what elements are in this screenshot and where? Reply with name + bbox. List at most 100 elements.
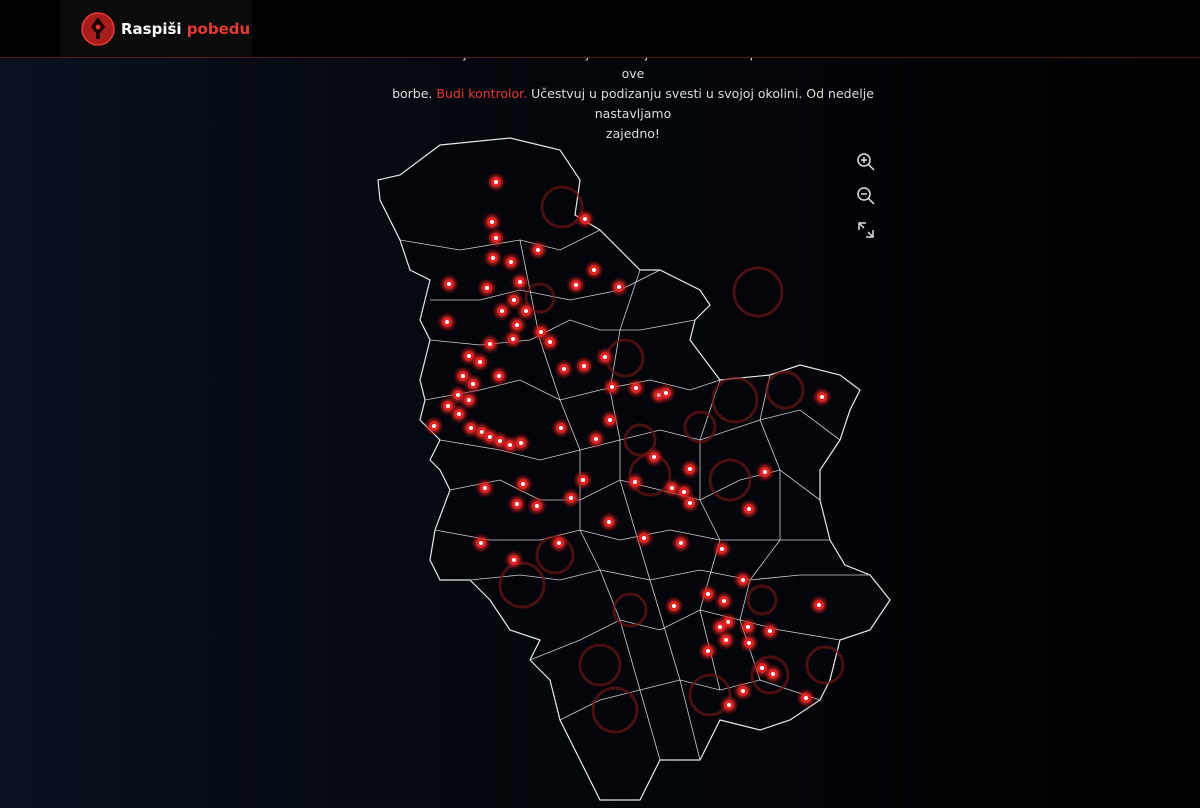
marker-center <box>485 286 489 290</box>
marker-center <box>471 382 475 386</box>
activity-ring <box>688 673 732 717</box>
marker-center <box>508 443 512 447</box>
activity-ring <box>540 185 584 229</box>
marker-center <box>490 220 494 224</box>
marker-center <box>642 536 646 540</box>
intro-text: Učestvuj u podizanju svesti u svojoj oko… <box>531 86 874 121</box>
activity-ring <box>805 645 845 685</box>
marker-center <box>747 507 751 511</box>
marker-center <box>670 486 674 490</box>
marker-center <box>512 558 516 562</box>
activity-ring <box>591 686 639 734</box>
marker-center <box>469 426 473 430</box>
zoom-out[interactable] <box>855 185 877 207</box>
marker-center <box>569 496 573 500</box>
activity-ring <box>750 655 790 695</box>
marker-center <box>524 309 528 313</box>
controller-link[interactable]: Budi kontrolor. <box>436 86 528 101</box>
intro-text: borbe. <box>392 86 433 101</box>
marker-center <box>688 501 692 505</box>
marker-center <box>521 482 525 486</box>
marker-center <box>727 703 731 707</box>
marker-center <box>488 342 492 346</box>
marker-center <box>509 260 513 264</box>
zoom-in[interactable] <box>855 151 877 173</box>
activity-ring <box>746 584 778 616</box>
marker-center <box>720 547 724 551</box>
marker-center <box>664 391 668 395</box>
marker-center <box>511 337 515 341</box>
marker-center <box>768 629 772 633</box>
marker-center <box>446 404 450 408</box>
logo-icon <box>81 11 115 46</box>
marker-center <box>617 285 621 289</box>
marker-center <box>559 426 563 430</box>
marker-center <box>491 256 495 260</box>
marker-center <box>594 437 598 441</box>
marker-center <box>494 180 498 184</box>
intro-line: zajedno! <box>606 126 660 141</box>
marker-center <box>518 280 522 284</box>
marker-center <box>633 480 637 484</box>
marker-center <box>483 486 487 490</box>
marker-center <box>432 424 436 428</box>
marker-center <box>457 412 461 416</box>
marker-center <box>722 599 726 603</box>
marker-center <box>479 541 483 545</box>
marker-center <box>447 282 451 286</box>
marker-center <box>562 367 566 371</box>
marker-center <box>494 236 498 240</box>
activity-ring <box>578 643 622 687</box>
marker-center <box>746 625 750 629</box>
marker-center <box>445 320 449 324</box>
marker-center <box>592 268 596 272</box>
logo[interactable]: Raspiši pobedu <box>60 0 252 57</box>
marker-center <box>574 283 578 287</box>
activity-ring <box>708 458 752 502</box>
logo-accent: pobedu <box>186 19 251 38</box>
marker-center <box>679 541 683 545</box>
marker-center <box>741 689 745 693</box>
marker-center <box>536 248 540 252</box>
marker-center <box>804 696 808 700</box>
activity-ring <box>524 282 556 314</box>
marker-center <box>718 625 722 629</box>
intro-line: borbe. Budi kontrolor. Učestvuj u podiza… <box>380 84 886 124</box>
marker-center <box>515 323 519 327</box>
marker-center <box>608 418 612 422</box>
marker-center <box>519 441 523 445</box>
marker-center <box>741 578 745 582</box>
marker-center <box>583 217 587 221</box>
marker-center <box>581 478 585 482</box>
marker-center <box>672 604 676 608</box>
marker-center <box>500 309 504 313</box>
marker-center <box>817 603 821 607</box>
marker-center <box>706 592 710 596</box>
marker-center <box>724 638 728 642</box>
marker-center <box>515 502 519 506</box>
marker-center <box>478 360 482 364</box>
marker-center <box>557 541 561 545</box>
activity-ring <box>732 266 784 318</box>
marker-center <box>512 298 516 302</box>
marker-center <box>820 395 824 399</box>
marker-center <box>682 490 686 494</box>
activity-ring <box>711 376 759 424</box>
intro: e obaveštenja o našem delovanju i saznaj… <box>380 44 886 144</box>
marker-center <box>497 374 501 378</box>
marker-center <box>610 385 614 389</box>
marker-center <box>688 467 692 471</box>
fullscreen[interactable] <box>855 219 877 241</box>
marker-center <box>467 398 471 402</box>
marker-center <box>535 504 539 508</box>
logo-text: Raspiši <box>121 19 182 38</box>
markers <box>424 172 845 734</box>
marker-center <box>467 354 471 358</box>
marker-center <box>747 641 751 645</box>
marker-center <box>603 355 607 359</box>
activity-ring <box>765 370 805 410</box>
activity-ring <box>623 423 657 457</box>
marker-center <box>652 455 656 459</box>
